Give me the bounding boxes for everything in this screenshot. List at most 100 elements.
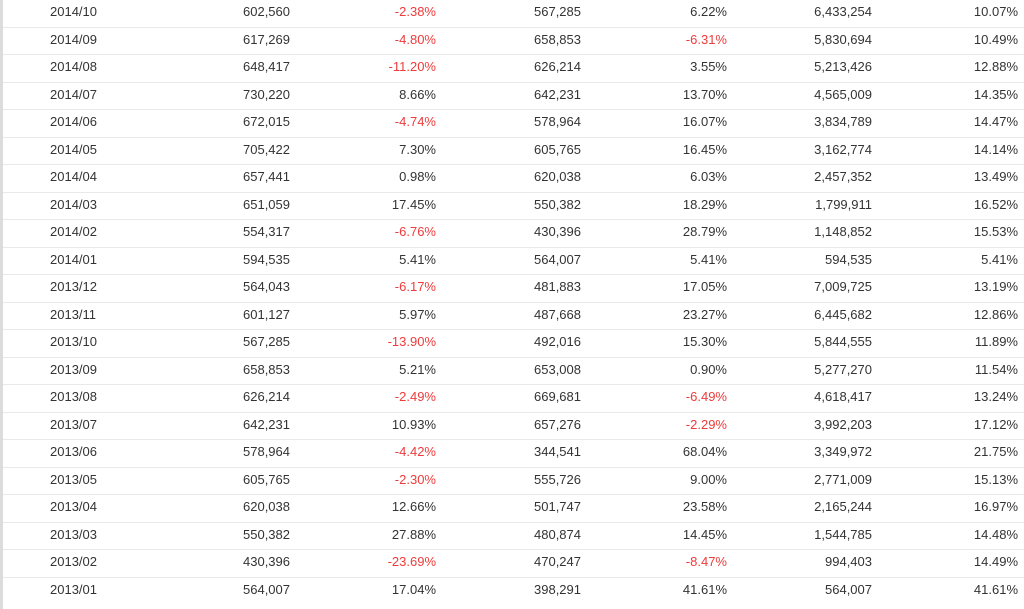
period-cell: 2014/02 [50,224,97,239]
cumulative-cell: 3,834,789 [814,114,872,129]
table-row: 2013/01 564,007 17.04% 398,291 41.61% 564,007… [3,578,1024,606]
value-b-cell: 487,668 [534,306,581,322]
cumulative-cell: 4,565,009 [814,86,872,102]
value-b-cell: 578,964 [534,114,581,129]
value-a-cell: 601,127 [243,306,290,322]
value-b-cell: 653,008 [534,361,581,377]
cumulative-rate-cell: 14.47% [973,114,1018,129]
period-cell: 2013/03 [50,526,97,542]
cumulative-rate-cell: 14.35% [973,86,1018,102]
table-row: 2014/03 651,059 17.45% 550,382 18.29% 1,799,9… [3,193,1024,220]
cumulative-cell: 5,213,426 [814,59,872,74]
value-a-cell: 672,015 [243,114,290,129]
value-b-cell: 564,007 [534,251,581,267]
value-b-cell: 605,765 [534,141,581,157]
table-row: 2013/05 605,765 -2.30% 555,726 9.00% 2,771,00… [3,468,1024,495]
change-b-cell: 9.00% [690,471,727,487]
cumulative-rate-cell: 17.12% [973,416,1018,432]
period-cell: 2013/11 [50,306,97,322]
table-row: 2013/02 430,396 -23.69% 470,247 -8.47% 994,40… [3,550,1024,578]
cumulative-cell: 3,162,774 [814,141,872,157]
value-b-cell: 480,874 [534,526,581,542]
cumulative-cell: 2,165,244 [814,499,872,514]
value-a-cell: 578,964 [243,444,290,459]
cumulative-rate-cell: 14.14% [973,141,1018,157]
table-row: 2013/09 658,853 5.21% 653,008 0.90% 5,277,270… [3,358,1024,385]
table-row: 2013/12 564,043 -6.17% 481,883 17.05% 7,009,7… [3,275,1024,303]
table-row: 2014/06 672,015 -4.74% 578,964 16.07% 3,834,7… [3,110,1024,138]
change-b-cell: -8.47% [685,554,727,569]
table-row: 2014/08 648,417 -11.20% 626,214 3.55% 5,213,4… [3,55,1024,83]
cumulative-cell: 1,799,911 [815,196,872,212]
cumulative-cell: 1,148,852 [814,224,872,239]
value-b-cell: 657,276 [534,416,581,432]
change-b-cell: 41.61% [682,581,727,597]
cumulative-rate-cell: 41.61% [973,581,1018,597]
period-cell: 2013/01 [50,581,97,597]
period-cell: 2014/03 [50,196,97,212]
table-row: 2013/06 578,964 -4.42% 344,541 68.04% 3,349,9… [3,440,1024,468]
value-b-cell: 620,038 [534,169,581,184]
change-b-cell: 14.45% [682,526,727,542]
table-left-border [0,0,3,609]
cumulative-cell: 5,830,694 [814,31,872,47]
change-b-cell: 3.55% [690,59,727,74]
period-cell: 2014/05 [50,141,97,157]
cumulative-cell: 4,618,417 [814,389,872,404]
value-a-cell: 657,441 [243,169,290,184]
cumulative-cell: 6,433,254 [814,4,872,19]
change-a-cell: -4.80% [394,31,436,47]
cumulative-cell: 3,992,203 [814,416,872,432]
cumulative-cell: 2,457,352 [814,169,872,184]
cumulative-rate-cell: 12.88% [973,59,1018,74]
value-b-cell: 470,247 [534,554,581,569]
change-a-cell: 17.45% [391,196,436,212]
change-a-cell: 5.41% [399,251,436,267]
cumulative-cell: 6,445,682 [814,306,872,322]
change-b-cell: 6.22% [690,4,727,19]
period-cell: 2014/10 [50,4,97,19]
change-a-cell: -13.90% [387,334,436,349]
period-cell: 2013/06 [50,444,97,459]
cumulative-rate-cell: 12.86% [973,306,1018,322]
cumulative-rate-cell: 11.89% [974,334,1018,349]
table-row: 2014/02 554,317 -6.76% 430,396 28.79% 1,148,8… [3,220,1024,248]
change-a-cell: 8.66% [399,86,436,102]
value-b-cell: 642,231 [534,86,581,102]
value-b-cell: 550,382 [534,196,581,212]
value-b-cell: 626,214 [534,59,581,74]
change-a-cell: 7.30% [399,141,436,157]
cumulative-cell: 994,403 [825,554,872,569]
change-b-cell: 18.29% [682,196,727,212]
change-a-cell: 5.21% [399,361,436,377]
change-a-cell: -4.74% [394,114,436,129]
table-row: 2013/03 550,382 27.88% 480,874 14.45% 1,544,7… [3,523,1024,550]
change-b-cell: 16.45% [682,141,727,157]
cumulative-rate-cell: 13.19% [973,279,1018,294]
change-b-cell: 5.41% [690,251,727,267]
change-a-cell: -2.49% [394,389,436,404]
value-a-cell: 651,059 [243,196,290,212]
value-b-cell: 398,291 [534,581,581,597]
change-b-cell: -6.49% [685,389,727,404]
change-a-cell: 12.66% [391,499,436,514]
change-b-cell: 68.04% [682,444,727,459]
change-b-cell: 16.07% [682,114,727,129]
period-cell: 2013/07 [50,416,97,432]
value-a-cell: 730,220 [243,86,290,102]
value-b-cell: 555,726 [534,471,581,487]
change-b-cell: 0.90% [690,361,727,377]
value-a-cell: 550,382 [243,526,290,542]
cumulative-rate-cell: 21.75% [973,444,1018,459]
table-row: 2014/05 705,422 7.30% 605,765 16.45% 3,162,77… [3,138,1024,165]
change-b-cell: 17.05% [682,279,727,294]
cumulative-rate-cell: 15.13% [973,471,1018,487]
value-a-cell: 658,853 [243,361,290,377]
period-cell: 2013/04 [50,499,97,514]
value-b-cell: 430,396 [534,224,581,239]
change-a-cell: 27.88% [391,526,436,542]
change-a-cell: -2.38% [394,4,436,19]
value-b-cell: 481,883 [534,279,581,294]
table-row: 2013/11 601,127 5.97% 487,668 23.27% 6,445,68… [3,303,1024,330]
cumulative-rate-cell: 10.07% [973,4,1018,19]
